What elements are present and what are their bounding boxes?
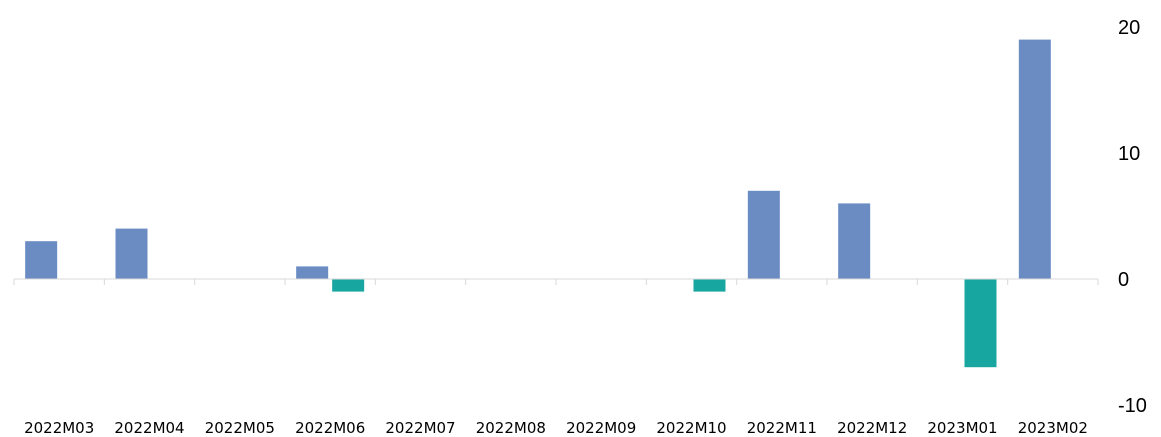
x-tick-label: 2022M07 [385, 419, 455, 437]
x-tick-label: 2022M06 [295, 419, 365, 437]
bar-series1-2022M12 [838, 203, 871, 279]
bar-series2-2022M06 [332, 279, 365, 292]
bar-series2-2023M01 [964, 279, 997, 368]
y-tick-label: 10 [1118, 143, 1140, 165]
x-tick-label: 2023M01 [927, 419, 997, 437]
x-tick-label: 2022M12 [837, 419, 907, 437]
y-tick-label: 0 [1118, 269, 1129, 291]
y-tick-label: 20 [1118, 17, 1140, 39]
bar-series1-2022M11 [747, 190, 780, 279]
x-tick-labels: 2022M03 2022M04 2022M05 2022M06 2022M07 2022M… [24, 419, 1088, 437]
bar-series1-2022M06 [296, 266, 329, 279]
x-tick-label: 2022M11 [747, 419, 817, 437]
bar-series1-2022M03 [25, 241, 58, 279]
bars-group [25, 39, 1051, 368]
x-tick-label: 2023M02 [1018, 419, 1088, 437]
bar-series1-2022M04 [115, 228, 148, 279]
x-tick-label: 2022M05 [205, 419, 275, 437]
y-tick-labels: 20 10 0 -10 [1118, 17, 1147, 417]
bar-series1-2023M02 [1018, 39, 1051, 279]
x-tick-label: 2022M08 [476, 419, 546, 437]
x-tick-label: 2022M04 [114, 419, 184, 437]
x-tick-label: 2022M09 [566, 419, 636, 437]
x-axis [13, 278, 1099, 285]
x-tick-label: 2022M10 [656, 419, 726, 437]
x-tick-label: 2022M03 [24, 419, 94, 437]
bar-series2-2022M10 [693, 279, 726, 292]
y-tick-label: -10 [1118, 395, 1147, 417]
